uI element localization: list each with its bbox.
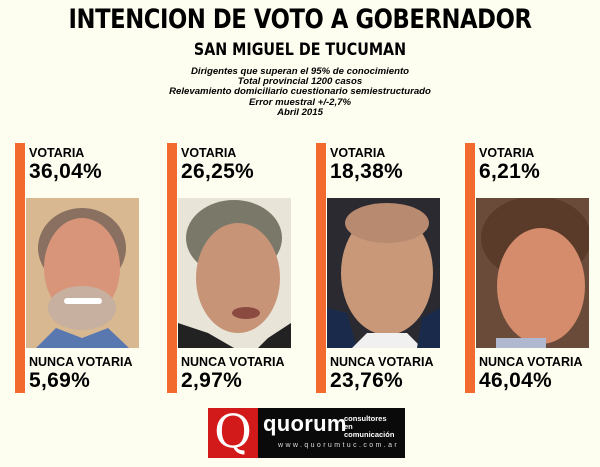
quorum-logo: Q quorum consultores en comunicación www… [208, 404, 405, 458]
votaria-value: 18,38% [330, 160, 404, 183]
accent-bar [15, 143, 25, 393]
nunca-votaria-label: NUNCA VOTARIA [181, 355, 285, 369]
candidate-card-2: VOTARIA 26,25% NUNCA VOTARIA 2,97% [167, 143, 307, 393]
candidate-4-photo [476, 198, 589, 348]
votaria-label: VOTARIA [479, 146, 535, 160]
candidate-card-4: VOTARIA 6,21% NUNCA VOTARIA 46,04% [465, 143, 600, 393]
candidate-1-photo [26, 198, 139, 348]
logo-tagline: consultores en comunicación [344, 415, 405, 439]
logo-tagline-2: en comunicación [344, 422, 395, 439]
logo-url: www.quorumtuc.com.ar [278, 442, 400, 449]
candidate-3-photo [327, 198, 440, 348]
nunca-votaria-label: NUNCA VOTARIA [330, 355, 434, 369]
candidate-card-3: VOTARIA 18,38% NUNCA VOTARIA 23,76% [316, 143, 456, 393]
nunca-votaria-label: NUNCA VOTARIA [479, 355, 583, 369]
logo-name: quorum [263, 411, 347, 436]
logo-tagline-1: consultores [344, 414, 387, 423]
votaria-value: 36,04% [29, 160, 103, 183]
candidate-card-1: VOTARIA 36,04% NUNCA VOTARIA 5,69% [15, 143, 155, 393]
nunca-votaria-label: NUNCA VOTARIA [29, 355, 133, 369]
logo-text-block: quorum consultores en comunicación www.q… [258, 408, 405, 458]
accent-bar [167, 143, 177, 393]
nunca-votaria-value: 23,76% [330, 369, 404, 392]
votaria-value: 6,21% [479, 160, 541, 183]
methodology-notes: Dirigentes que superan el 95% de conocim… [0, 66, 600, 118]
votaria-value: 26,25% [181, 160, 255, 183]
nunca-votaria-value: 46,04% [479, 369, 553, 392]
votaria-label: VOTARIA [330, 146, 386, 160]
note-line: Relevamiento domiciliario cuestionario s… [169, 86, 431, 98]
accent-bar [465, 143, 475, 393]
nunca-votaria-value: 2,97% [181, 369, 243, 392]
votaria-label: VOTARIA [29, 146, 85, 160]
note-line: Total provincial 1200 casos [237, 76, 363, 88]
note-line: Error muestral +/-2,7% [248, 96, 352, 108]
note-line: Dirigentes que superan el 95% de conocim… [190, 66, 410, 77]
votaria-label: VOTARIA [181, 146, 237, 160]
logo-letter: Q [214, 404, 252, 458]
note-line: Abril 2015 [277, 106, 323, 118]
logo-q-icon: Q [208, 404, 258, 458]
chart-subtitle: SAN MIGUEL DE TUCUMAN [193, 40, 407, 60]
chart-title: INTENCION DE VOTO A GOBERNADOR [68, 4, 532, 35]
nunca-votaria-value: 5,69% [29, 369, 91, 392]
accent-bar [316, 143, 326, 393]
candidate-2-photo [178, 198, 291, 348]
